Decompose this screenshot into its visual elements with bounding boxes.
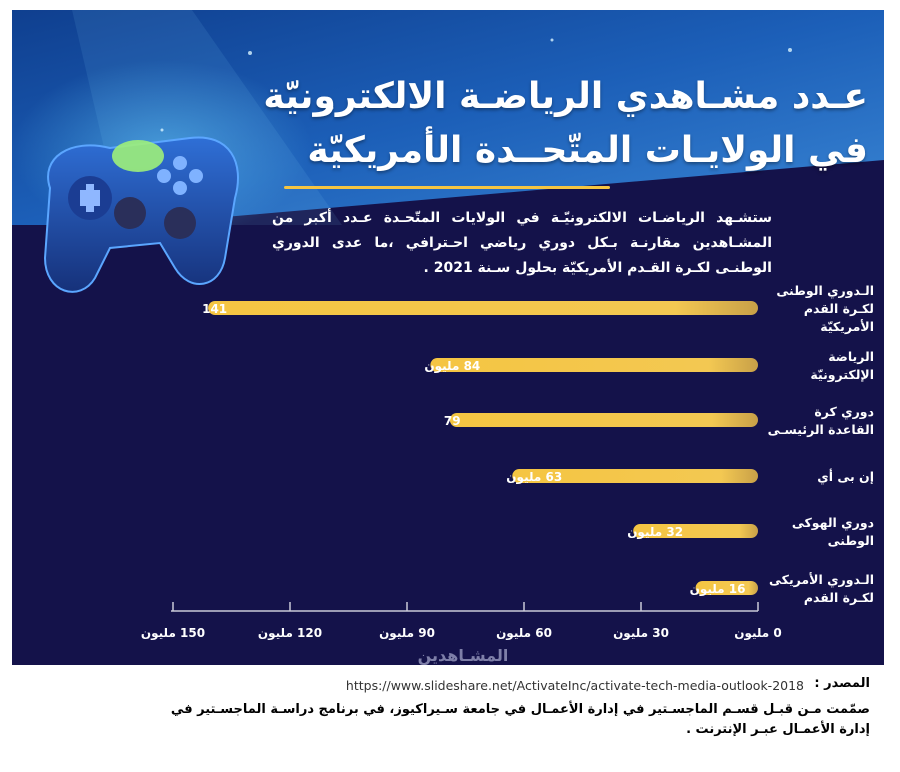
x-tick-label: 30 مليون: [613, 626, 669, 641]
bar-chart: 0 مليون 30 مليون 60 مليون 90 مليون 120 مليون…: [141, 283, 874, 665]
data-label: 141: [202, 302, 227, 316]
bar: [430, 358, 758, 372]
game-controller-icon: [43, 136, 239, 293]
category-label: لكـرة القدم: [804, 590, 874, 606]
x-tick-label: 60 مليون: [496, 626, 552, 641]
credit-text: صمّمت مـن قبـل قسـم الماجسـتير في إدارة …: [170, 702, 870, 737]
data-label: 63 مليون: [506, 470, 562, 485]
data-label: 32 مليون: [627, 525, 683, 540]
bar: [208, 301, 759, 315]
data-label: 84 مليون: [424, 359, 480, 374]
category-label: لكـرة القدم: [804, 301, 874, 317]
x-tick-label: 0 مليون: [734, 626, 782, 641]
category-label: إن بى أي: [817, 468, 874, 484]
title-line-2: في الولايـات المتّحــدة الأمريكيّة: [307, 130, 868, 171]
x-tick-label: 90 مليون: [379, 626, 435, 641]
bar: [695, 581, 758, 595]
infographic-card: عـدد مشـاهدي الرياضـة الالكترونيّة في ال…: [12, 10, 886, 762]
category-label: الإلكترونيّة: [810, 367, 874, 382]
title-divider: [284, 186, 610, 189]
category-label: القاعدة الرئيسـى: [768, 422, 874, 437]
footer: المصدر : https://www.slideshare.net/Acti…: [12, 670, 884, 762]
data-label: 79: [444, 414, 461, 428]
sparkles: [160, 38, 792, 132]
source-label: المصدر :: [814, 676, 870, 691]
bar: [633, 524, 758, 538]
category-label: الـدوري الأمريكى: [769, 572, 874, 587]
category-label: الأمريكيّة: [820, 319, 874, 334]
bar: [512, 469, 758, 483]
category-label: الوطنى: [828, 533, 874, 548]
chart-panel: عـدد مشـاهدي الرياضـة الالكترونيّة في ال…: [12, 10, 884, 665]
x-axis-title: المشـاهدين: [418, 646, 509, 665]
title-line-1: عـدد مشـاهدي الرياضـة الالكترونيّة: [263, 76, 868, 117]
category-label: الرياضة: [828, 349, 874, 364]
x-tick-label: 120 مليون: [258, 626, 322, 641]
source-link[interactable]: https://www.slideshare.net/ActivateInc/a…: [345, 678, 804, 693]
category-label: دوري الهوكى: [792, 515, 874, 530]
data-label: 16 مليون: [690, 582, 746, 597]
x-tick-label: 150 مليون: [141, 626, 205, 641]
bar: [449, 413, 758, 427]
category-label: الـدوري الوطنى: [776, 283, 874, 298]
category-label: دوري كرة: [814, 404, 874, 419]
subtitle-paragraph: ستشـهد الرياضـات الالكترونيّـة في الولاي…: [272, 210, 772, 276]
